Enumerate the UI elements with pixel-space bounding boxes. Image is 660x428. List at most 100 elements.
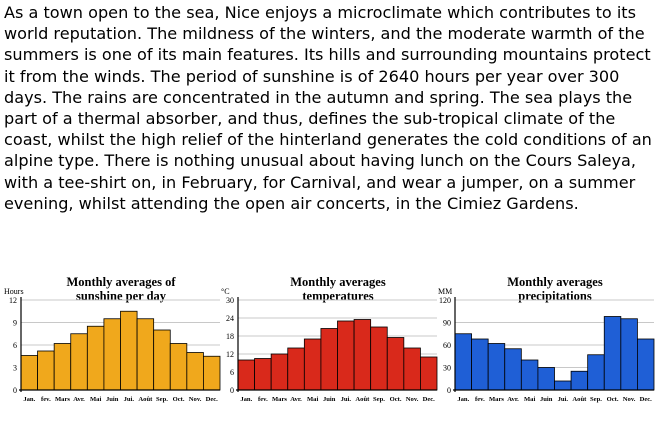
bar	[487, 343, 506, 391]
bar	[337, 320, 355, 391]
bar	[303, 338, 322, 391]
y-tick-label: 30	[443, 364, 451, 373]
y-tick-label: 30	[226, 296, 234, 305]
x-tick-label: Dec.	[640, 396, 653, 403]
bar	[320, 328, 338, 391]
y-tick-label: 0	[230, 386, 234, 395]
x-tick-label: Mai	[307, 396, 319, 403]
x-tick-label: Juin	[323, 396, 336, 403]
x-tick-label: Jan.	[23, 396, 35, 403]
bar	[20, 355, 38, 391]
x-tick-label: fev.	[475, 396, 485, 403]
bar	[53, 343, 72, 391]
x-tick-label: Nov.	[406, 396, 419, 403]
bar	[287, 347, 305, 391]
y-tick-label: 12	[9, 296, 17, 305]
y-tick-label: 3	[13, 364, 17, 373]
precipitation-chart: Monthly averages precipitations MM 0 30 60 90 1…	[438, 270, 658, 428]
bar	[554, 380, 572, 391]
x-tick-label: Nov.	[623, 396, 636, 403]
y-tick-label: 24	[226, 314, 234, 323]
bar	[537, 367, 555, 391]
y-tick-label: 0	[13, 386, 17, 395]
x-tick-label: Jui.	[124, 396, 135, 403]
chart-title: Monthly averages	[507, 275, 603, 289]
x-tick-label: fev.	[41, 396, 51, 403]
bar	[270, 353, 289, 391]
y-tick-label: 6	[13, 341, 17, 350]
chart-title: temperatures	[302, 289, 373, 303]
bar	[70, 333, 88, 391]
bar	[237, 359, 255, 391]
y-tick-label: 120	[439, 296, 451, 305]
x-tick-label: Mars	[272, 396, 287, 403]
x-tick-label: Sep.	[156, 396, 168, 403]
bar	[637, 338, 655, 391]
temperature-chart: Monthly averages temperatures °C 0 6 12 18 24 30…	[221, 270, 441, 428]
bar	[603, 316, 622, 391]
x-tick-label: Mars	[55, 396, 70, 403]
bar	[504, 348, 522, 391]
y-tick-label: 18	[226, 332, 234, 341]
bar	[136, 318, 155, 391]
chart-title: precipitations	[518, 289, 592, 303]
bar	[454, 333, 472, 391]
y-tick-label: 0	[447, 386, 451, 395]
x-tick-label: Dec.	[423, 396, 436, 403]
bar	[169, 343, 188, 391]
x-tick-label: Avr.	[73, 396, 85, 403]
bar	[570, 370, 589, 391]
y-axis-unit: Hours	[4, 287, 24, 296]
x-tick-label: Jui.	[558, 396, 569, 403]
x-tick-label: Sep.	[373, 396, 385, 403]
y-tick-label: 12	[226, 350, 234, 359]
chart-title: sunshine per day	[76, 289, 167, 303]
y-tick-label: 60	[443, 341, 451, 350]
bar	[386, 337, 405, 391]
climate-paragraph: As a town open to the sea, Nice enjoys a…	[4, 3, 652, 213]
x-tick-label: Avr.	[507, 396, 519, 403]
bar	[353, 319, 372, 391]
bar	[471, 338, 489, 391]
sunshine-chart: Monthly averages of sunshine per day Hours…	[4, 270, 224, 428]
bar	[103, 318, 121, 391]
bar	[86, 325, 105, 391]
x-tick-label: Oct.	[607, 396, 619, 403]
x-tick-label: Juin	[540, 396, 553, 403]
x-tick-label: fev.	[258, 396, 268, 403]
bar	[120, 310, 138, 391]
chart-title: Monthly averages of	[66, 275, 176, 289]
x-tick-label: Août	[355, 396, 370, 403]
x-tick-label: Mars	[489, 396, 504, 403]
x-tick-label: Nov.	[189, 396, 202, 403]
bar	[370, 326, 388, 391]
x-tick-label: Jui.	[341, 396, 352, 403]
y-axis-unit: MM	[438, 287, 452, 296]
x-tick-label: Juin	[106, 396, 119, 403]
bar	[403, 347, 421, 391]
bar	[37, 350, 55, 391]
x-tick-label: Jan.	[240, 396, 252, 403]
x-tick-label: Août	[572, 396, 587, 403]
bar	[186, 352, 204, 391]
chart-title: Monthly averages	[290, 275, 386, 289]
bar	[254, 358, 272, 391]
bar	[520, 359, 539, 391]
bar	[153, 329, 171, 391]
x-tick-label: Avr.	[290, 396, 302, 403]
y-tick-label: 90	[443, 319, 451, 328]
x-tick-label: Sep.	[590, 396, 602, 403]
x-tick-label: Mai	[90, 396, 102, 403]
y-tick-label: 9	[13, 319, 17, 328]
x-tick-label: Août	[138, 396, 153, 403]
x-tick-label: Oct.	[390, 396, 402, 403]
bar	[587, 354, 605, 391]
y-tick-label: 6	[230, 368, 234, 377]
x-tick-label: Dec.	[206, 396, 219, 403]
bar	[620, 318, 638, 391]
x-tick-label: Jan.	[457, 396, 469, 403]
x-tick-label: Oct.	[173, 396, 185, 403]
bar	[420, 356, 438, 391]
x-tick-label: Mai	[524, 396, 536, 403]
y-axis-unit: °C	[221, 287, 230, 296]
